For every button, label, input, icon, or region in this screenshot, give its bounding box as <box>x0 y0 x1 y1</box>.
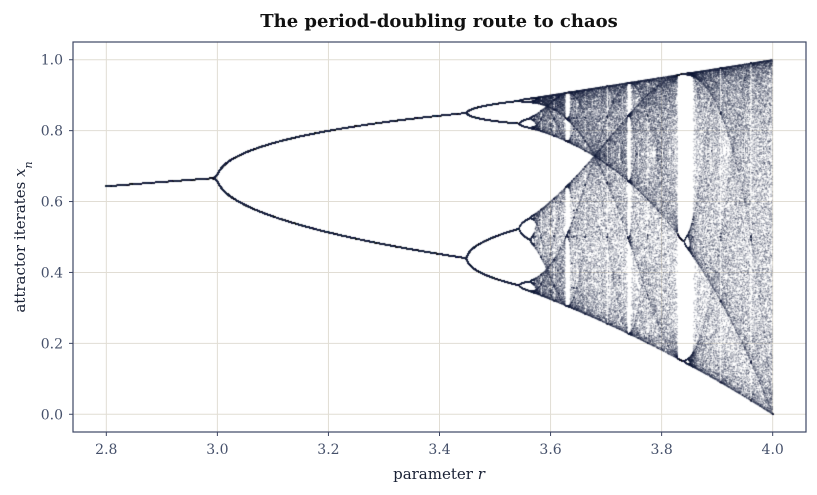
y-tick-label: 0.6 <box>41 195 63 211</box>
x-tick-label: 3.0 <box>206 442 228 458</box>
x-tick-label: 3.4 <box>428 442 450 458</box>
x-tick-label: 3.2 <box>317 442 339 458</box>
axis-ticks: 2.8 3.0 3.2 3.4 3.6 3.8 4.0 0.0 0.2 0.4 0.6 0.8 1.0 <box>41 53 784 458</box>
y-axis-label-var: x <box>11 168 29 177</box>
x-axis-label-var: r <box>478 465 486 483</box>
x-tick-label: 3.6 <box>539 442 561 458</box>
x-tick-label: 2.8 <box>95 442 117 458</box>
y-tick-label: 0.8 <box>41 124 63 140</box>
y-tick-label: 0.0 <box>41 407 63 423</box>
y-tick-label: 1.0 <box>41 53 63 69</box>
x-axis-label: parameter r <box>393 465 486 483</box>
chart-title: The period-doubling route to chaos <box>260 11 618 32</box>
y-tick-label: 0.4 <box>41 265 63 281</box>
bifurcation-points <box>73 42 806 432</box>
y-tick-label: 0.2 <box>41 336 63 352</box>
y-axis-label: attractor iterates xn <box>11 161 35 312</box>
y-axis-label-subscript: n <box>22 161 35 168</box>
y-axis-label-text: attractor iterates <box>11 182 29 313</box>
x-tick-label: 4.0 <box>762 442 784 458</box>
x-tick-label: 3.8 <box>650 442 672 458</box>
x-axis-label-text: parameter <box>393 465 474 483</box>
